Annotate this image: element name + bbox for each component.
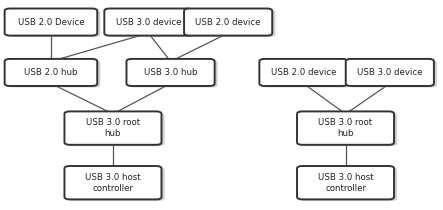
FancyBboxPatch shape xyxy=(187,10,275,37)
Text: USB 3.0 root
hub: USB 3.0 root hub xyxy=(86,118,140,138)
FancyBboxPatch shape xyxy=(262,60,351,87)
FancyBboxPatch shape xyxy=(184,8,272,35)
FancyBboxPatch shape xyxy=(297,111,394,145)
FancyBboxPatch shape xyxy=(349,60,437,87)
FancyBboxPatch shape xyxy=(8,60,100,87)
Text: USB 3.0 host
controller: USB 3.0 host controller xyxy=(85,173,141,193)
FancyBboxPatch shape xyxy=(8,10,100,37)
FancyBboxPatch shape xyxy=(5,8,97,35)
FancyBboxPatch shape xyxy=(300,168,397,201)
Text: USB 2.0 device: USB 2.0 device xyxy=(195,18,261,26)
Text: USB 2.0 Device: USB 2.0 Device xyxy=(18,18,84,26)
Text: USB 3.0 host
controller: USB 3.0 host controller xyxy=(318,173,373,193)
FancyBboxPatch shape xyxy=(107,10,195,37)
FancyBboxPatch shape xyxy=(5,59,97,86)
FancyBboxPatch shape xyxy=(64,166,161,200)
Text: USB 3.0 root
hub: USB 3.0 root hub xyxy=(319,118,373,138)
FancyBboxPatch shape xyxy=(346,59,434,86)
FancyBboxPatch shape xyxy=(260,59,347,86)
FancyBboxPatch shape xyxy=(64,111,161,145)
FancyBboxPatch shape xyxy=(129,60,218,87)
FancyBboxPatch shape xyxy=(67,113,165,146)
Text: USB 2.0 hub: USB 2.0 hub xyxy=(24,68,78,77)
Text: USB 3.0 device: USB 3.0 device xyxy=(357,68,423,77)
Text: USB 3.0 hub: USB 3.0 hub xyxy=(144,68,197,77)
FancyBboxPatch shape xyxy=(105,8,192,35)
FancyBboxPatch shape xyxy=(297,166,394,200)
Text: USB 3.0 device: USB 3.0 device xyxy=(116,18,181,26)
Text: USB 2.0 device: USB 2.0 device xyxy=(271,68,336,77)
FancyBboxPatch shape xyxy=(300,113,397,146)
FancyBboxPatch shape xyxy=(67,168,165,201)
FancyBboxPatch shape xyxy=(126,59,214,86)
